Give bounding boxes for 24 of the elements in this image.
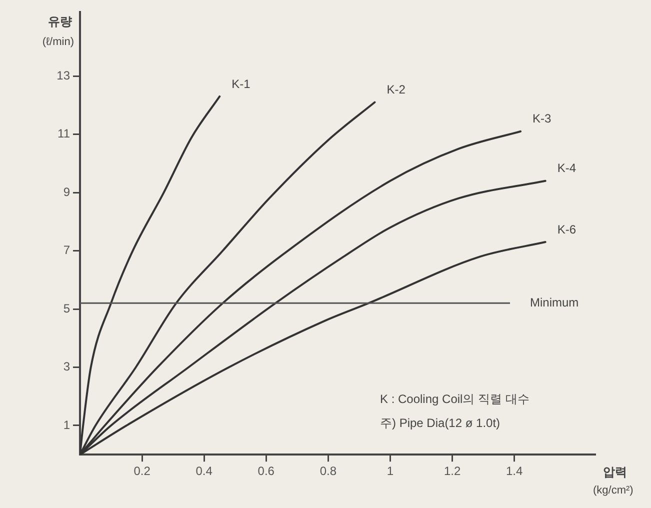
y-axis-title: 유량 (ℓ/min) [42,14,74,48]
y-tick-label: 9 [63,184,70,199]
y-tick-label: 1 [63,418,70,432]
x-axis-title: 압력 (kg/cm²) [593,464,634,497]
y-tick-label: 7 [63,243,70,258]
x-tick-label: 1 [386,464,394,478]
series-label: K-4 [557,161,576,176]
series-label: K-1 [232,76,251,91]
series-label: K-2 [386,82,406,97]
y-tick-label: 3 [63,360,70,374]
y-tick-label: 11 [58,126,70,141]
y-tick-label: 5 [63,301,70,316]
series-label: K-3 [532,112,552,126]
annotation: 주) Pipe Dia(12 ø 1.0t) [380,416,500,430]
x-tick-label: 0.6 [258,464,275,478]
x-tick-label: 1.4 [506,464,523,478]
y-tick-label: 13 [56,68,70,82]
ref-line-label: Minimum [530,295,579,310]
x-tick-label: 1.2 [444,464,461,478]
x-tick-label: 0.8 [320,464,337,478]
series-label: K-6 [557,222,576,236]
annotation: K : Cooling Coil의 직렬 대수 [380,392,530,406]
x-tick-label: 0.2 [134,464,151,478]
x-tick-label: 0.4 [196,464,213,478]
